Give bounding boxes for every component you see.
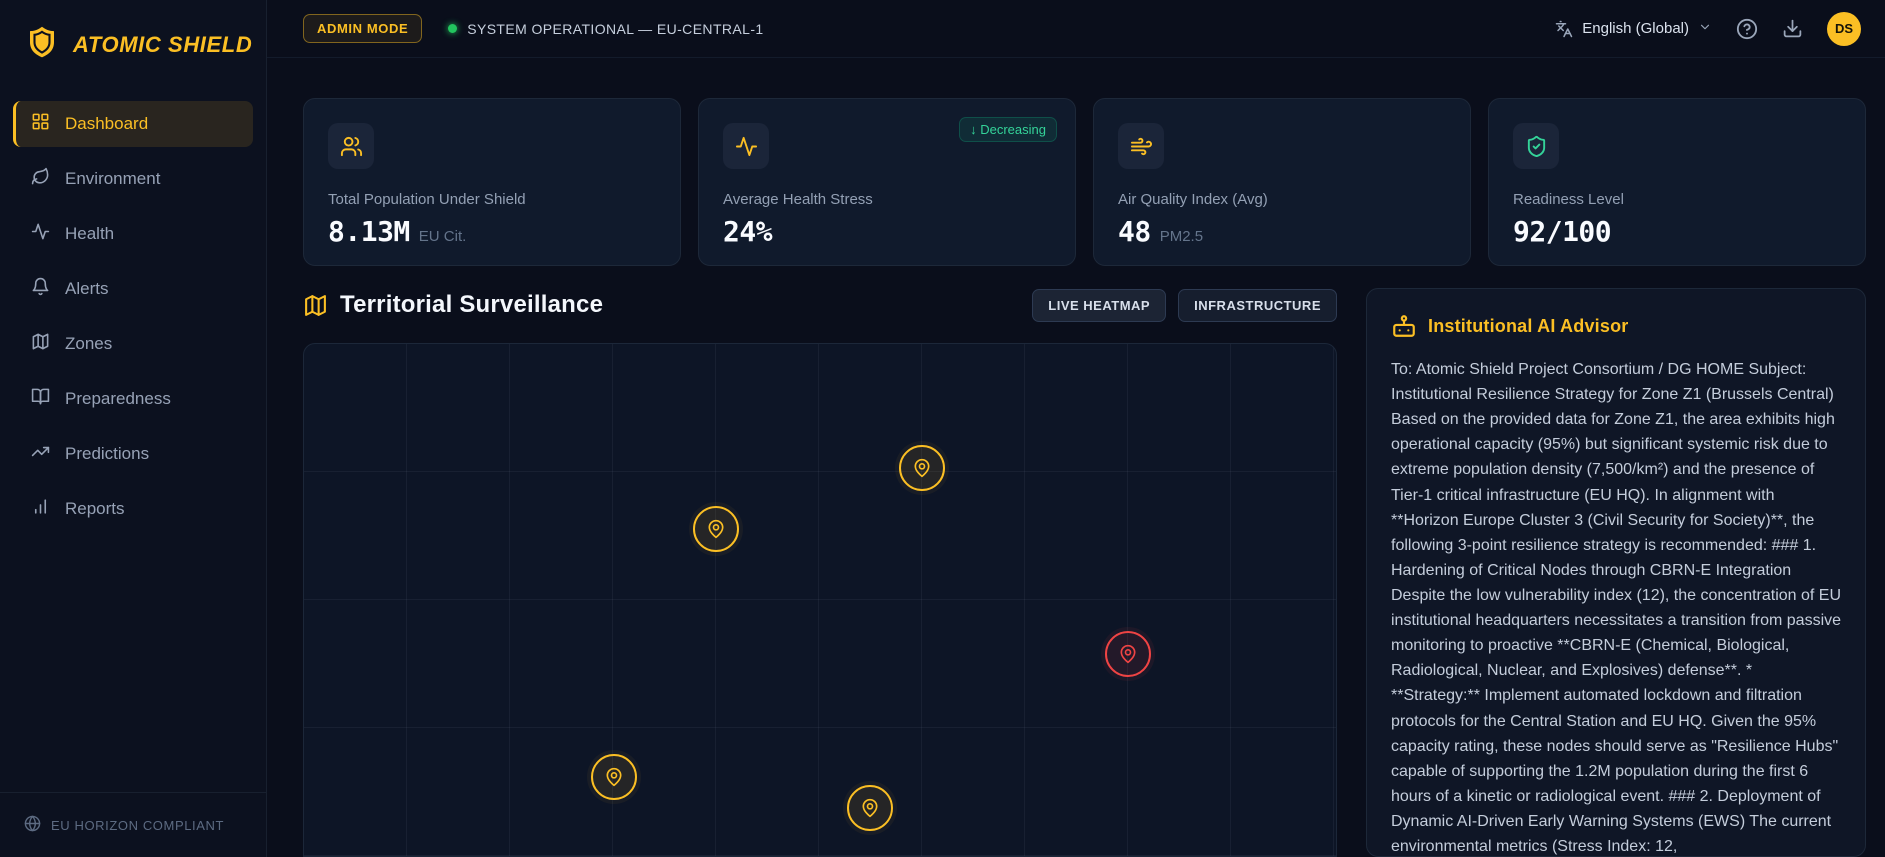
map-icon xyxy=(303,293,328,318)
sidebar-item-dashboard[interactable]: Dashboard xyxy=(13,101,253,147)
map-marker[interactable] xyxy=(899,445,946,492)
bar-chart-icon xyxy=(31,497,50,521)
advisor-body-text: To: Atomic Shield Project Consortium / D… xyxy=(1391,361,1842,856)
surveillance-header: Territorial Surveillance LIVE HEATMAP IN… xyxy=(303,288,1337,322)
sidebar-item-label: Dashboard xyxy=(65,114,149,133)
stats-row: Total Population Under Shield 8.13M EU C… xyxy=(303,98,1866,266)
status-dot xyxy=(448,24,458,33)
advisor-title: Institutional AI Advisor xyxy=(1428,315,1629,336)
sidebar-item-label: Zones xyxy=(65,334,113,353)
language-selector[interactable]: English (Global) xyxy=(1555,20,1712,38)
map-marker[interactable] xyxy=(692,506,739,553)
language-value: English (Global) xyxy=(1582,20,1689,37)
brand-logo-row: ATOMIC SHIELD xyxy=(0,0,266,87)
stat-label: Average Health Stress xyxy=(723,191,873,208)
activity-icon xyxy=(31,222,50,246)
globe-icon xyxy=(24,815,41,835)
map-marker-alert[interactable] xyxy=(1104,630,1151,677)
stat-card-readiness: Readiness Level 92/100 xyxy=(1488,98,1866,266)
sidebar-item-label: Alerts xyxy=(65,279,109,298)
system-status-text: SYSTEM OPERATIONAL — EU-CENTRAL-1 xyxy=(467,20,764,37)
map-marker[interactable] xyxy=(846,785,893,832)
stat-value: 24% xyxy=(723,215,773,248)
sidebar-item-label: Reports xyxy=(65,499,125,518)
map-marker[interactable] xyxy=(590,754,637,801)
sidebar-item-predictions[interactable]: Predictions xyxy=(13,431,253,477)
trend-up-icon xyxy=(31,442,50,466)
stat-label: Air Quality Index (Avg) xyxy=(1118,191,1268,208)
stat-card-air-quality: Air Quality Index (Avg) 48 PM2.5 xyxy=(1093,98,1471,266)
brand-name: ATOMIC SHIELD xyxy=(73,31,253,57)
section-title: Territorial Surveillance xyxy=(340,291,604,318)
stat-value: 8.13M xyxy=(328,215,410,248)
sidebar-item-label: Environment xyxy=(65,169,161,188)
book-open-icon xyxy=(31,387,50,411)
trend-badge: ↓ Decreasing xyxy=(959,117,1057,142)
stat-suffix: EU Cit. xyxy=(418,228,467,245)
sidebar: ATOMIC SHIELD Dashboard Environment Heal… xyxy=(0,0,267,857)
advisor-header: Institutional AI Advisor xyxy=(1391,313,1841,339)
wind-icon xyxy=(1118,123,1164,169)
sidebar-nav: Dashboard Environment Health Alerts Zone… xyxy=(0,87,266,546)
bell-icon xyxy=(31,277,50,301)
help-button[interactable] xyxy=(1736,18,1758,40)
chevron-down-icon xyxy=(1698,20,1712,38)
download-button[interactable] xyxy=(1782,18,1803,39)
users-icon xyxy=(328,123,374,169)
sidebar-item-label: Health xyxy=(65,224,115,243)
system-status: SYSTEM OPERATIONAL — EU-CENTRAL-1 xyxy=(448,21,763,37)
topbar-actions: English (Global) DS xyxy=(1555,11,1861,46)
topbar: ADMIN MODE SYSTEM OPERATIONAL — EU-CENTR… xyxy=(267,0,1885,58)
stat-card-population: Total Population Under Shield 8.13M EU C… xyxy=(303,98,681,266)
activity-icon xyxy=(723,123,769,169)
grid-icon xyxy=(31,112,50,136)
main-content: Total Population Under Shield 8.13M EU C… xyxy=(267,58,1885,857)
content-row: Territorial Surveillance LIVE HEATMAP IN… xyxy=(303,288,1866,857)
stat-value: 92/100 xyxy=(1513,215,1612,248)
surveillance-section: Territorial Surveillance LIVE HEATMAP IN… xyxy=(303,288,1337,857)
stat-label: Total Population Under Shield xyxy=(328,191,526,208)
leaf-icon xyxy=(31,167,50,191)
compliance-label: EU HORIZON COMPLIANT xyxy=(51,817,225,833)
ai-advisor-panel: Institutional AI Advisor To: Atomic Shie… xyxy=(1366,288,1866,857)
surveillance-map[interactable] xyxy=(303,343,1337,857)
stat-value: 48 xyxy=(1118,215,1151,248)
shield-check-icon xyxy=(1513,123,1559,169)
translate-icon xyxy=(1555,20,1573,38)
stat-label: Readiness Level xyxy=(1513,191,1624,208)
ai-advisor-icon xyxy=(1391,313,1417,339)
live-heatmap-button[interactable]: LIVE HEATMAP xyxy=(1032,288,1167,322)
sidebar-item-environment[interactable]: Environment xyxy=(13,156,253,202)
sidebar-item-label: Preparedness xyxy=(65,389,171,408)
sidebar-item-label: Predictions xyxy=(65,444,150,463)
map-toolbar: LIVE HEATMAP INFRASTRUCTURE xyxy=(1032,288,1337,322)
compliance-footer: EU HORIZON COMPLIANT xyxy=(0,792,266,857)
stat-card-health-stress: ↓ Decreasing Average Health Stress 24% xyxy=(698,98,1076,266)
sidebar-item-health[interactable]: Health xyxy=(13,211,253,257)
sidebar-item-preparedness[interactable]: Preparedness xyxy=(13,376,253,422)
sidebar-item-alerts[interactable]: Alerts xyxy=(13,266,253,312)
infrastructure-button[interactable]: INFRASTRUCTURE xyxy=(1178,288,1337,322)
stat-suffix: PM2.5 xyxy=(1159,228,1204,245)
sidebar-item-zones[interactable]: Zones xyxy=(13,321,253,367)
map-icon xyxy=(31,332,50,356)
shield-logo-icon xyxy=(24,24,60,65)
admin-mode-badge: ADMIN MODE xyxy=(303,14,423,43)
user-avatar[interactable]: DS xyxy=(1827,11,1861,46)
sidebar-item-reports[interactable]: Reports xyxy=(13,486,253,532)
